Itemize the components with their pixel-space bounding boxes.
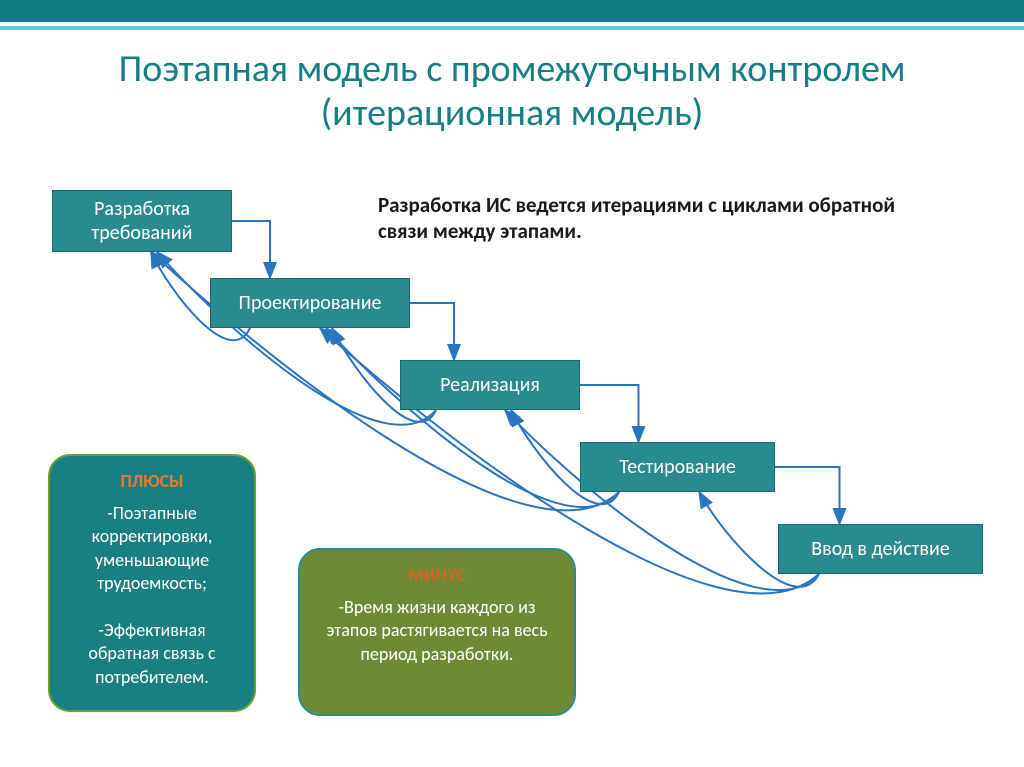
pros-title: ПЛЮСЫ — [64, 470, 240, 492]
stage-s1: Разработка требований — [52, 190, 232, 252]
cons-text: -Время жизни каждого из этапов растягива… — [314, 596, 560, 666]
forward-arrow-s1-s2 — [232, 221, 270, 278]
forward-arrow-s2-s3 — [410, 303, 454, 360]
cons-title: МИНУС — [314, 564, 560, 586]
forward-arrow-s3-s4 — [580, 385, 639, 442]
pros-text: -Поэтапные корректировки, уменьшающие тр… — [64, 502, 240, 689]
feedback-arrow-s4-s2 — [326, 328, 619, 507]
pros-panel: ПЛЮСЫ -Поэтапные корректировки, уменьшаю… — [48, 454, 256, 712]
stage-s4: Тестирование — [580, 442, 775, 492]
stage-s3: Реализация — [400, 360, 580, 410]
stage-s5: Ввод в действие — [778, 524, 983, 574]
cons-panel: МИНУС -Время жизни каждого из этапов рас… — [298, 548, 576, 716]
stage-s2: Проектирование — [210, 278, 410, 328]
forward-arrow-s4-s5 — [775, 467, 840, 524]
